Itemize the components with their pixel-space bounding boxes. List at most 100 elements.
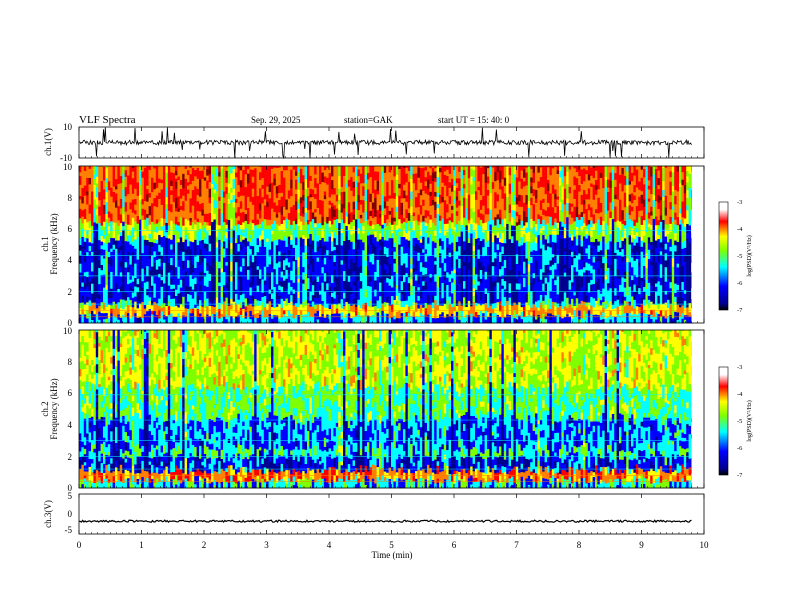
- spec1-cell: [535, 189, 538, 195]
- spec1-cell: [225, 166, 229, 168]
- spec1-cell: [143, 196, 147, 202]
- spec1-cell: [175, 216, 178, 225]
- spec1-cell: [86, 167, 89, 178]
- spec1-cell: [119, 222, 123, 233]
- spec1-cell: [177, 238, 181, 243]
- spec1-cell: [119, 208, 123, 215]
- spec1-cell: [201, 271, 205, 279]
- spec1-cell: [271, 204, 274, 209]
- spec1-cell: [520, 233, 524, 238]
- spec1-cell: [388, 305, 392, 313]
- spec1-cell: [424, 267, 428, 275]
- spec1-cell: [460, 170, 464, 179]
- spec1-cell: [194, 203, 197, 211]
- spec1-cell: [431, 167, 435, 173]
- spec1-cell: [199, 264, 202, 272]
- spec1-cell: [499, 287, 502, 293]
- spec1-cell: [107, 263, 111, 272]
- spec1-cell: [321, 208, 325, 217]
- spec1-cell: [513, 234, 517, 244]
- spec1-cell: [242, 243, 245, 253]
- spec1-cell: [165, 280, 169, 290]
- spec1-cell: [523, 261, 526, 270]
- spec1-cell: [297, 198, 301, 204]
- spec1-cell: [131, 166, 135, 168]
- spec1-cell: [415, 280, 418, 287]
- spec1-cell: [239, 302, 243, 308]
- spec1-cell: [515, 204, 519, 213]
- spec1-cell: [427, 314, 430, 324]
- spec1-cell: [427, 304, 430, 315]
- spec1-cell: [506, 296, 509, 301]
- spec1-cell: [304, 290, 308, 296]
- spec1-cell: [88, 166, 92, 169]
- spec1-cell: [496, 301, 500, 310]
- spec1-cell: [415, 220, 418, 230]
- spec1-cell: [237, 196, 241, 202]
- spec1-cell: [355, 227, 358, 231]
- spec1-cell: [434, 309, 437, 319]
- spec1-cell: [254, 205, 257, 214]
- spec1-cell: [170, 190, 173, 195]
- spec1-cell: [554, 294, 557, 303]
- spec1-cell: [393, 299, 397, 310]
- spec1-cell: [259, 166, 262, 173]
- spec1-cell: [398, 300, 401, 311]
- spec1-cell: [189, 167, 193, 175]
- spec1-cell: [86, 194, 89, 205]
- spec1-cell: [131, 241, 135, 246]
- spec1-cell: [278, 318, 281, 324]
- spec1-cell: [232, 273, 236, 283]
- spec1-cell: [86, 166, 89, 168]
- spec1-cell: [554, 234, 557, 243]
- spec1-cell: [184, 178, 188, 183]
- spec1-cell: [319, 284, 322, 291]
- spec1-cell: [261, 239, 265, 246]
- spec1-cell: [422, 199, 425, 206]
- spec1-cell: [362, 182, 365, 187]
- spec1-cell: [319, 231, 322, 237]
- spec1-cell: [381, 241, 385, 250]
- spec1-cell: [304, 202, 308, 209]
- spec1-cell: [422, 244, 425, 250]
- spec1-cell: [304, 227, 308, 238]
- spec1-cell: [422, 266, 425, 275]
- spec1-cell: [424, 249, 428, 254]
- spec1-cell: [105, 312, 109, 319]
- spec1-cell: [458, 200, 461, 206]
- spec1-cell: [542, 259, 545, 264]
- spec1-cell: [441, 227, 445, 237]
- spec1-cell: [379, 249, 382, 255]
- spec1-cell: [335, 189, 339, 195]
- spec1-cell: [191, 283, 195, 290]
- spec1-cell: [328, 295, 332, 301]
- spec1-cell: [345, 206, 349, 213]
- spec1-cell: [551, 314, 555, 324]
- spec1-cell: [367, 285, 370, 293]
- spec1-cell: [523, 286, 526, 298]
- spec1-cell: [412, 316, 416, 324]
- spec1-cell: [227, 264, 231, 270]
- spec1-cell: [417, 252, 421, 261]
- spec1-cell: [105, 256, 109, 262]
- spec1-cell: [93, 178, 97, 185]
- spec1-cell: [160, 246, 164, 256]
- spec1-cell: [309, 282, 313, 292]
- spec1-cell: [95, 208, 99, 216]
- spec1-cell: [100, 195, 104, 201]
- spec1-cell: [91, 262, 94, 272]
- spec1-cell: [201, 198, 205, 204]
- spec1-cell: [515, 263, 519, 270]
- spec1-cell: [319, 222, 322, 229]
- spec1-cell: [345, 269, 349, 274]
- spec1-cell: [439, 171, 442, 178]
- spec1-cell: [143, 167, 147, 173]
- spec1-cell: [333, 219, 337, 228]
- spec1-cell: [412, 166, 416, 168]
- spec1-cell: [100, 166, 104, 171]
- spec1-cell: [532, 259, 536, 264]
- spec1-cell: [499, 276, 502, 281]
- spec1-cell: [381, 228, 385, 237]
- spec1-cell: [244, 186, 248, 195]
- spec1-cell: [479, 194, 483, 201]
